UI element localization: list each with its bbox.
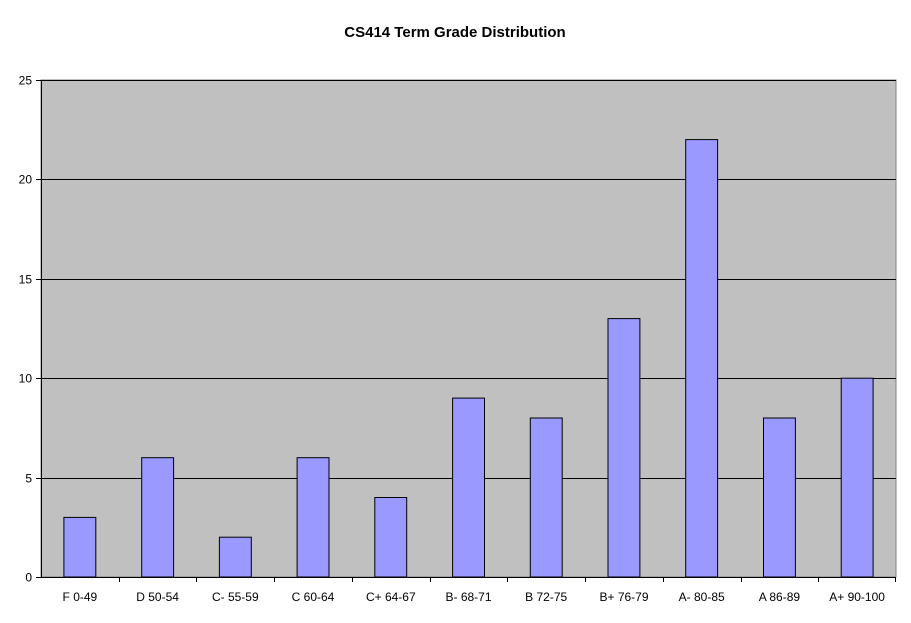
bar	[218, 536, 252, 578]
x-tick-label: C+ 64-67	[366, 590, 416, 604]
bar	[840, 377, 874, 578]
x-tick-label: A- 80-85	[679, 590, 725, 604]
x-tick-label: C 60-64	[292, 590, 335, 604]
bar	[452, 397, 486, 578]
x-tick-label: A+ 90-100	[829, 590, 885, 604]
x-tick-label: A 86-89	[759, 590, 801, 604]
x-tick-label: B+ 76-79	[599, 590, 648, 604]
bar	[374, 497, 408, 578]
bars	[63, 139, 874, 578]
bar	[763, 417, 796, 578]
x-tick-label: C- 55-59	[212, 590, 259, 604]
y-tick-label: 5	[25, 472, 32, 486]
bar	[141, 457, 175, 578]
x-axis: F 0-49 D 50-54 C- 55-59 C 60-64 C+ 64-67 B- 6…	[41, 577, 896, 604]
y-tick-label: 20	[19, 173, 33, 187]
gridlines	[41, 80, 896, 479]
bar	[607, 318, 641, 578]
bar	[529, 417, 563, 578]
x-tick-label: B 72-75	[525, 590, 567, 604]
bar	[685, 139, 719, 578]
y-tick-label: 15	[19, 273, 33, 287]
y-tick-label: 0	[25, 571, 32, 585]
x-tick-label: B- 68-71	[445, 590, 491, 604]
x-tick-label: F 0-49	[63, 590, 98, 604]
bar	[296, 457, 330, 578]
y-axis: 0 5 10 15 20 25	[19, 74, 42, 585]
chart-title: CS414 Term Grade Distribution	[344, 24, 565, 41]
y-tick-label: 25	[19, 74, 33, 88]
x-tick-label: D 50-54	[136, 590, 179, 604]
bar	[63, 516, 97, 578]
y-tick-label: 10	[19, 372, 33, 386]
